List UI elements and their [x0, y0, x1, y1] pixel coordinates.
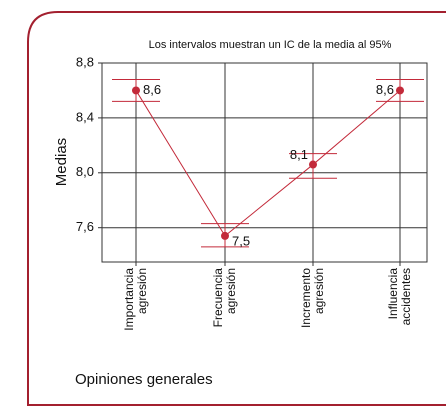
y-tick-label: 7,6 — [76, 219, 94, 234]
mean-line — [135, 90, 401, 237]
chart-title: Los intervalos muestran un IC de la medi… — [149, 39, 392, 51]
data-label: 7,5 — [232, 233, 250, 248]
x-axis-title: Opiniones generales — [75, 371, 213, 388]
data-label: 8,6 — [376, 82, 394, 97]
y-tick-label: 8,8 — [76, 54, 94, 69]
y-axis-title: Medias — [53, 138, 70, 186]
x-tick-label: Frecuencia — [211, 268, 225, 328]
x-tick-label: Importancia — [122, 268, 136, 331]
mean-point — [396, 86, 404, 95]
x-tick-label: agresión — [135, 268, 149, 314]
x-tick-label: agresión — [312, 268, 326, 314]
frame — [27, 11, 446, 406]
data-label: 8,6 — [143, 82, 161, 97]
mean-point — [132, 86, 140, 95]
data-label: 8,1 — [290, 147, 308, 162]
x-tick-label: Incremento — [299, 268, 313, 328]
x-tick-label: accidentes — [399, 268, 413, 325]
y-tick-label: 8,0 — [76, 164, 94, 179]
y-tick-label: 8,4 — [76, 109, 94, 124]
mean-point — [309, 160, 317, 169]
x-tick-label: Influencia — [386, 268, 400, 320]
mean-point — [221, 231, 229, 240]
x-tick-label: agresión — [224, 268, 238, 314]
